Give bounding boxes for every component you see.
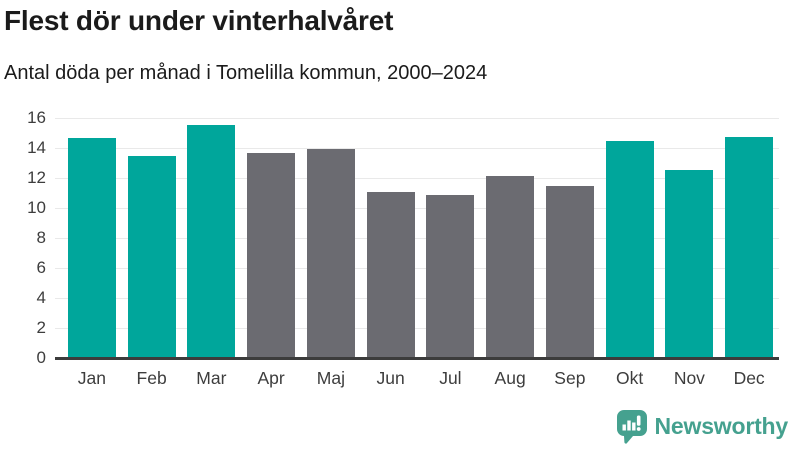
y-tick-label-8: 8 xyxy=(36,228,46,247)
x-tick-label-sep: Sep xyxy=(554,368,586,388)
gridline-y-8 xyxy=(55,238,779,239)
bar-feb xyxy=(127,156,176,357)
x-axis-line xyxy=(55,357,779,360)
gridline-y-10 xyxy=(55,208,779,209)
bar-jul xyxy=(426,195,475,357)
bar-jun xyxy=(366,192,415,357)
x-tick-label-dec: Dec xyxy=(733,368,765,388)
y-tick-label-4: 4 xyxy=(36,288,46,307)
x-tick-label-jan: Jan xyxy=(77,368,106,388)
x-tick-label-apr: Apr xyxy=(257,368,285,388)
y-tick-label-16: 16 xyxy=(27,108,46,127)
bar-jan xyxy=(67,138,116,357)
gridline-y-2 xyxy=(55,328,779,329)
bar-mar xyxy=(187,124,236,357)
x-tick-label-jul: Jul xyxy=(439,368,462,388)
y-tick-label-12: 12 xyxy=(27,168,46,187)
y-tick-label-10: 10 xyxy=(27,198,46,217)
x-tick-label-jun: Jun xyxy=(376,368,405,388)
gridline-y-16 xyxy=(55,118,779,119)
x-tick-label-feb: Feb xyxy=(136,368,167,388)
newsworthy-logo[interactable]: Newsworthy xyxy=(616,409,788,444)
page-title: Flest dör under vinterhalvåret xyxy=(4,5,394,36)
newsworthy-logo-label: Newsworthy xyxy=(654,413,789,439)
x-tick-label-maj: Maj xyxy=(316,368,345,388)
y-tick-label-6: 6 xyxy=(36,258,46,277)
bar-sep xyxy=(545,186,594,357)
bar-apr xyxy=(247,153,296,357)
gridline-y-4 xyxy=(55,298,779,299)
y-tick-label-14: 14 xyxy=(27,138,46,157)
bar-nov xyxy=(665,169,714,357)
y-tick-label-0: 0 xyxy=(36,348,46,367)
bar-okt xyxy=(605,141,654,357)
x-tick-label-nov: Nov xyxy=(673,368,705,388)
y-tick-label-2: 2 xyxy=(36,318,46,337)
bar-maj xyxy=(306,148,355,357)
page-subtitle: Antal döda per månad i Tomelilla kommun,… xyxy=(4,62,488,84)
x-tick-label-aug: Aug xyxy=(494,368,526,388)
bar-aug xyxy=(486,175,535,357)
bar-chart-plot-area xyxy=(55,118,779,360)
x-tick-label-okt: Okt xyxy=(616,368,644,388)
bar-chart-speech-bubble-icon xyxy=(616,410,647,444)
gridline-y-12 xyxy=(55,178,779,179)
x-tick-label-mar: Mar xyxy=(196,368,227,388)
bar-dec xyxy=(725,136,774,357)
gridline-y-6 xyxy=(55,268,779,269)
gridline-y-14 xyxy=(55,148,779,149)
